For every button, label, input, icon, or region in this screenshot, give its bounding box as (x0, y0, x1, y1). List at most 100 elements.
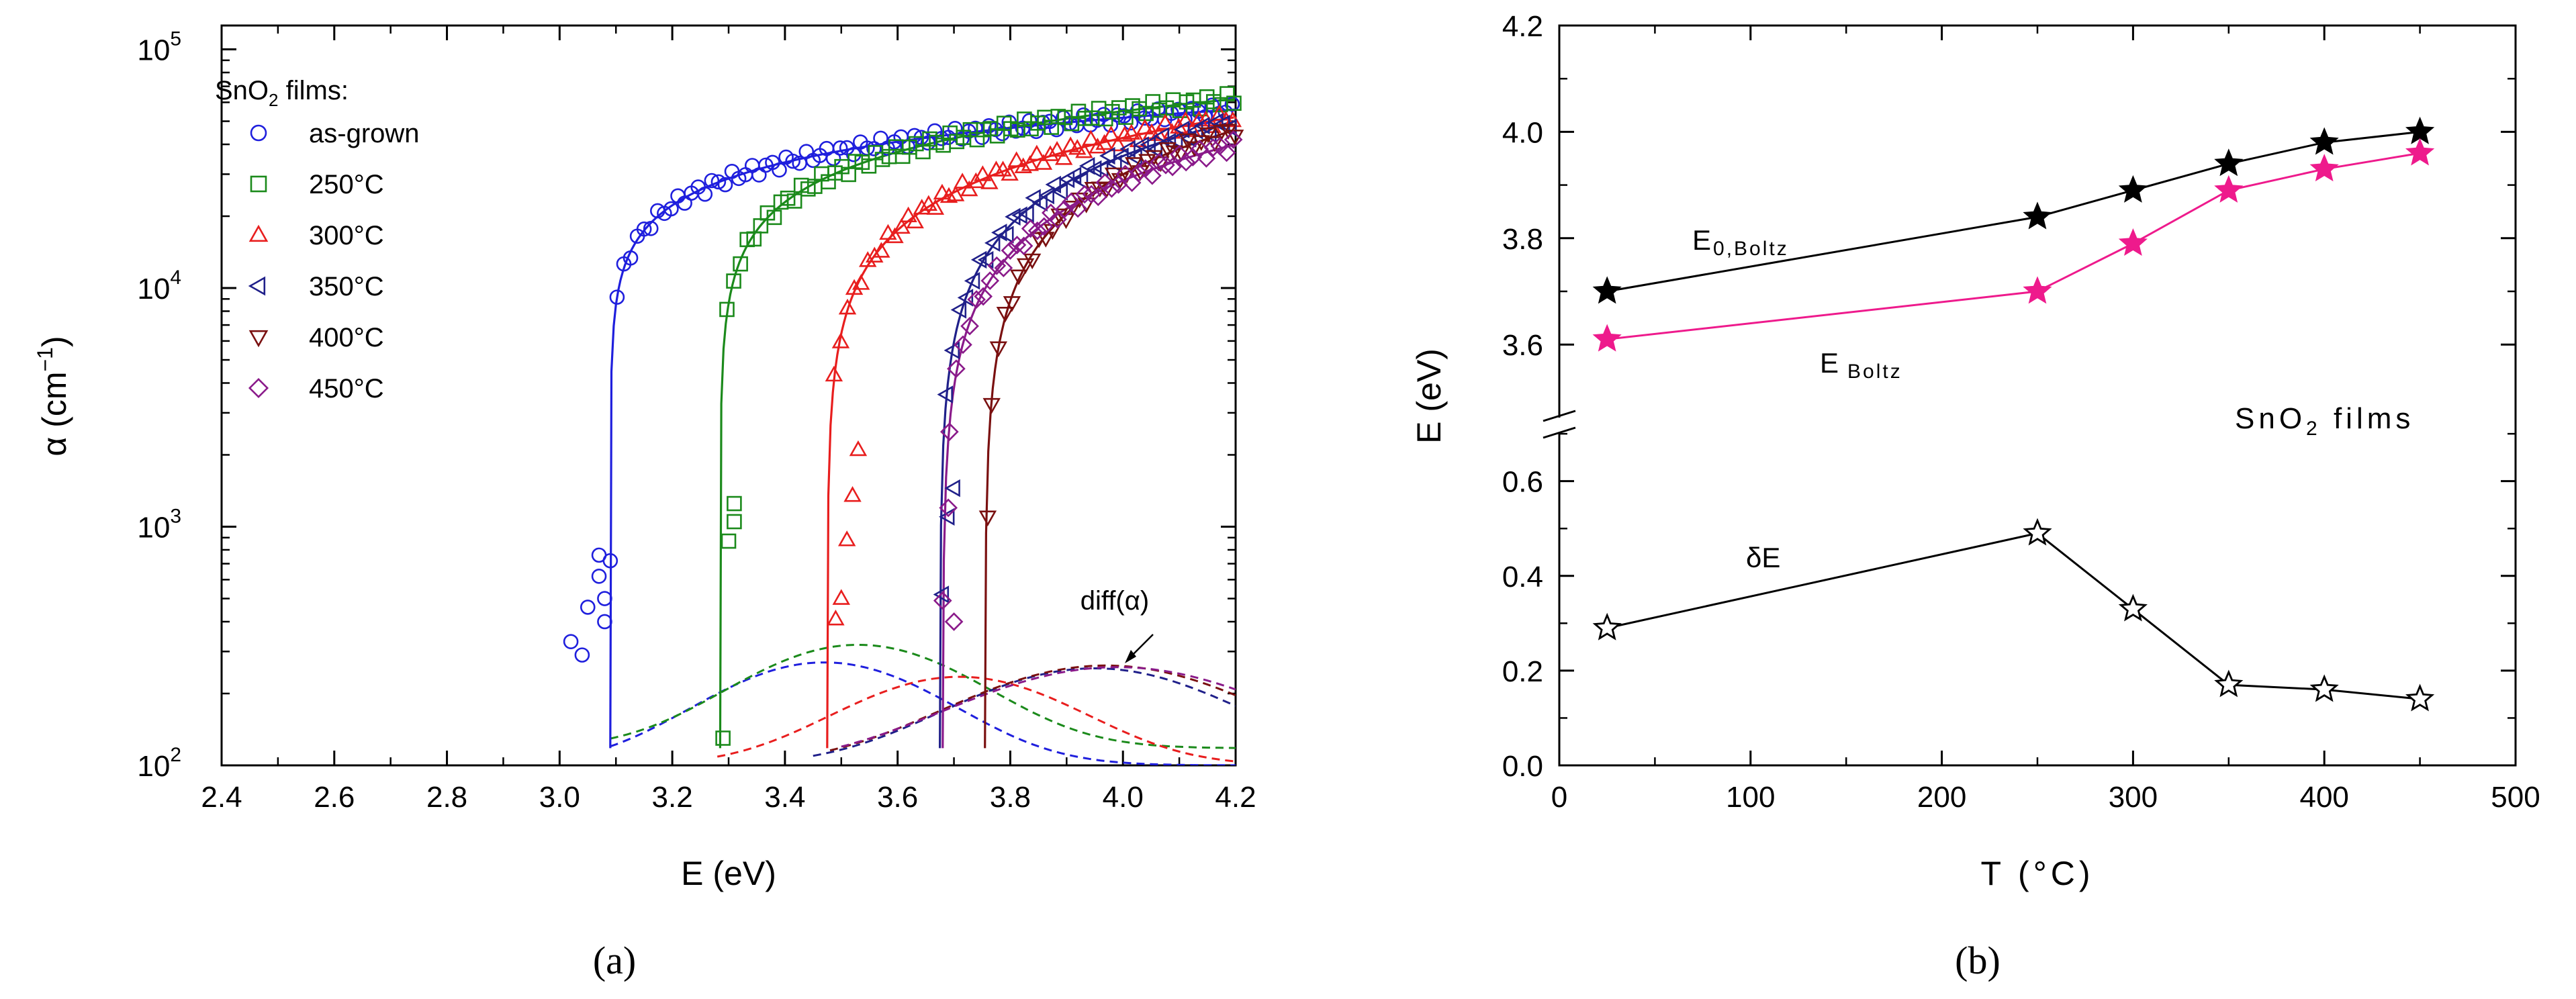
marker-1 (733, 256, 748, 272)
marker-2 (899, 206, 917, 223)
marker-2 (866, 246, 884, 263)
marker-4 (989, 341, 1008, 358)
marker-2 (1089, 138, 1107, 154)
marker-5 (1129, 163, 1148, 182)
marker-3 (1119, 140, 1136, 158)
marker-3 (1173, 120, 1190, 139)
marker-2 (879, 224, 897, 240)
panel-a-y-axis-label-base: α (cm (36, 372, 73, 457)
marker-5 (1217, 143, 1236, 162)
marker-1 (726, 273, 741, 289)
panel-b-y-axis-label: E (eV) (1410, 348, 1448, 444)
marker-low-3 (944, 479, 960, 497)
panel-a-x-axis-label: E (eV) (681, 855, 776, 892)
marker-2 (1122, 124, 1141, 140)
panel-b-x-tick-labels: 0 100 200 300 400 500 (1551, 781, 2540, 814)
series-line-2 (1606, 532, 2420, 700)
marker-5 (1034, 217, 1054, 236)
marker-0 (873, 130, 888, 146)
marker-0 (710, 174, 727, 190)
marker-2 (872, 242, 890, 258)
marker-3 (1025, 189, 1041, 207)
marker-3 (1194, 116, 1210, 135)
marker-5 (1203, 138, 1223, 157)
axis-break-mark-upper (1543, 410, 1576, 422)
marker-4 (1179, 133, 1197, 150)
axis-break-gap (1549, 418, 1571, 432)
panel-b-chart: 0 100 200 300 400 500 3.6 3.8 4.0 4.2 0.0 0.2 0.4 0.… (1410, 10, 2540, 982)
marker-4 (1097, 182, 1116, 199)
fit-curve-4 (984, 129, 1234, 749)
marker-3 (1045, 175, 1062, 194)
y-tick-base: 10 (137, 750, 170, 783)
marker-0 (623, 250, 639, 266)
marker-0 (643, 221, 659, 236)
marker-low-5 (944, 612, 964, 631)
marker-3 (1038, 186, 1054, 205)
marker-2 (1034, 154, 1053, 170)
marker-3 (977, 250, 994, 269)
marker-5 (1027, 221, 1047, 240)
marker-5 (940, 422, 959, 441)
legend-title-post: films: (279, 76, 349, 105)
series-marker-1 (2405, 138, 2435, 166)
marker-0 (785, 153, 800, 169)
marker-5 (1068, 199, 1087, 218)
marker-0 (798, 144, 815, 159)
legend-label-0: as-grown (309, 119, 420, 148)
y-tick-exponent: 3 (170, 506, 181, 528)
marker-0 (772, 162, 787, 178)
marker-2 (852, 274, 870, 290)
marker-2 (960, 180, 978, 197)
marker-low-1 (721, 533, 737, 549)
marker-5 (954, 335, 972, 354)
series-label-delta-e: δE (1746, 542, 1780, 573)
panel-b-y-tick-labels: 3.6 3.8 4.0 4.2 0.0 0.2 0.4 0.6 (1502, 10, 1543, 783)
marker-low-0 (602, 553, 618, 569)
marker-low-0 (597, 591, 612, 606)
legend-title-pre: SnO (215, 76, 269, 105)
legend-label-1: 250°C (309, 170, 384, 199)
e-boltz-sub: Boltz (1847, 361, 1902, 383)
marker-5 (1163, 157, 1182, 177)
x-tick-label: 100 (1726, 781, 1775, 814)
panel-a-diff-curves (610, 643, 1236, 765)
legend-label-4: 400°C (309, 323, 384, 352)
marker-low-2 (843, 486, 862, 502)
marker-low-2 (849, 440, 868, 457)
marker-0 (1008, 123, 1024, 139)
marker-low-1 (727, 514, 742, 530)
y-tick-base: 10 (137, 34, 170, 67)
legend-marker-5 (248, 377, 269, 399)
series-line-0 (1606, 130, 2420, 293)
marker-2 (1068, 139, 1087, 155)
marker-5 (1075, 185, 1095, 204)
marker-5 (1001, 241, 1020, 260)
marker-2 (913, 199, 931, 215)
marker-3 (1011, 206, 1027, 224)
x-tick-label: 3.0 (539, 781, 580, 814)
marker-3 (944, 341, 960, 360)
series-marker-0 (1592, 276, 1622, 304)
marker-2 (858, 251, 877, 267)
marker-5 (980, 271, 1000, 290)
marker-3 (964, 272, 980, 290)
panel-a-ticks (220, 26, 1237, 767)
y-tick-label: 105 (137, 28, 181, 67)
marker-2 (1027, 144, 1046, 161)
e0-boltz-main: E (1692, 224, 1713, 256)
marker-0 (697, 186, 713, 202)
marker-2 (1136, 118, 1154, 135)
x-tick-label: 4.0 (1103, 781, 1144, 814)
marker-0 (636, 221, 652, 237)
marker-5 (1177, 152, 1196, 172)
marker-4 (1057, 213, 1075, 230)
marker-low-0 (563, 634, 579, 649)
marker-3 (970, 250, 987, 269)
marker-4 (1199, 127, 1217, 144)
marker-low-2 (837, 530, 856, 546)
panel-a-y-axis-label: α (cm−1) (33, 336, 73, 456)
y-tick-label: 102 (137, 744, 181, 783)
y-tick-label: 4.0 (1502, 116, 1543, 149)
